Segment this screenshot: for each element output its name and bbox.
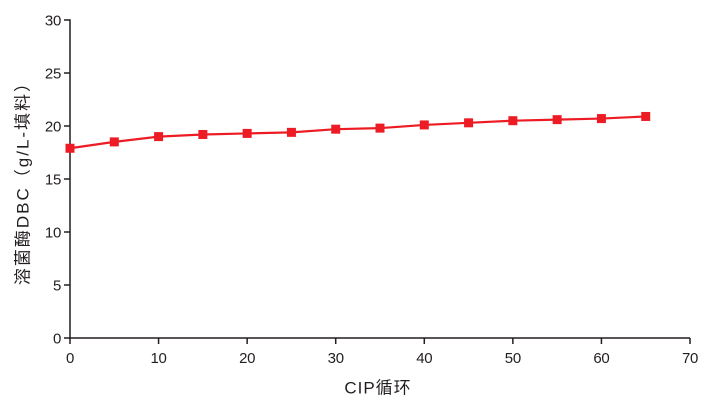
y-axis-tick-label: 10	[45, 225, 61, 242]
data-point-marker	[109, 137, 119, 147]
data-point-marker	[375, 123, 385, 133]
x-axis-tick-label: 70	[682, 350, 698, 367]
x-axis-tick-label: 40	[416, 350, 432, 367]
data-point-marker	[508, 116, 518, 126]
data-point-marker	[331, 124, 341, 134]
y-axis-tick-label: 15	[45, 172, 61, 189]
y-axis-tick-label: 30	[45, 13, 61, 30]
data-point-marker	[596, 114, 606, 124]
data-point-marker	[154, 132, 164, 142]
data-point-marker	[286, 127, 296, 137]
y-axis-tick-label: 5	[53, 278, 61, 295]
data-point-marker	[641, 111, 651, 121]
data-point-marker	[242, 128, 252, 138]
x-axis-tick-label: 60	[593, 350, 609, 367]
data-point-marker	[552, 115, 562, 125]
x-axis-title: CIP循环	[344, 378, 412, 398]
x-axis-tick-label: 20	[239, 350, 255, 367]
x-axis-tick-label: 10	[151, 350, 167, 367]
series-line	[69, 115, 646, 150]
x-axis-tick-label: 0	[66, 350, 74, 367]
data-point-marker	[419, 120, 429, 130]
x-axis-tick-label: 50	[505, 350, 521, 367]
y-axis-tick-label: 0	[53, 331, 61, 348]
data-point-marker	[464, 118, 474, 128]
data-point-marker	[198, 129, 208, 139]
x-axis-tick-label: 30	[328, 350, 344, 367]
y-axis-tick-label: 20	[45, 119, 61, 136]
y-axis-tick-label: 25	[45, 66, 61, 83]
y-axis-title: 溶菌酶DBC（g/L-填料）	[13, 72, 33, 286]
data-point-marker	[65, 143, 75, 153]
